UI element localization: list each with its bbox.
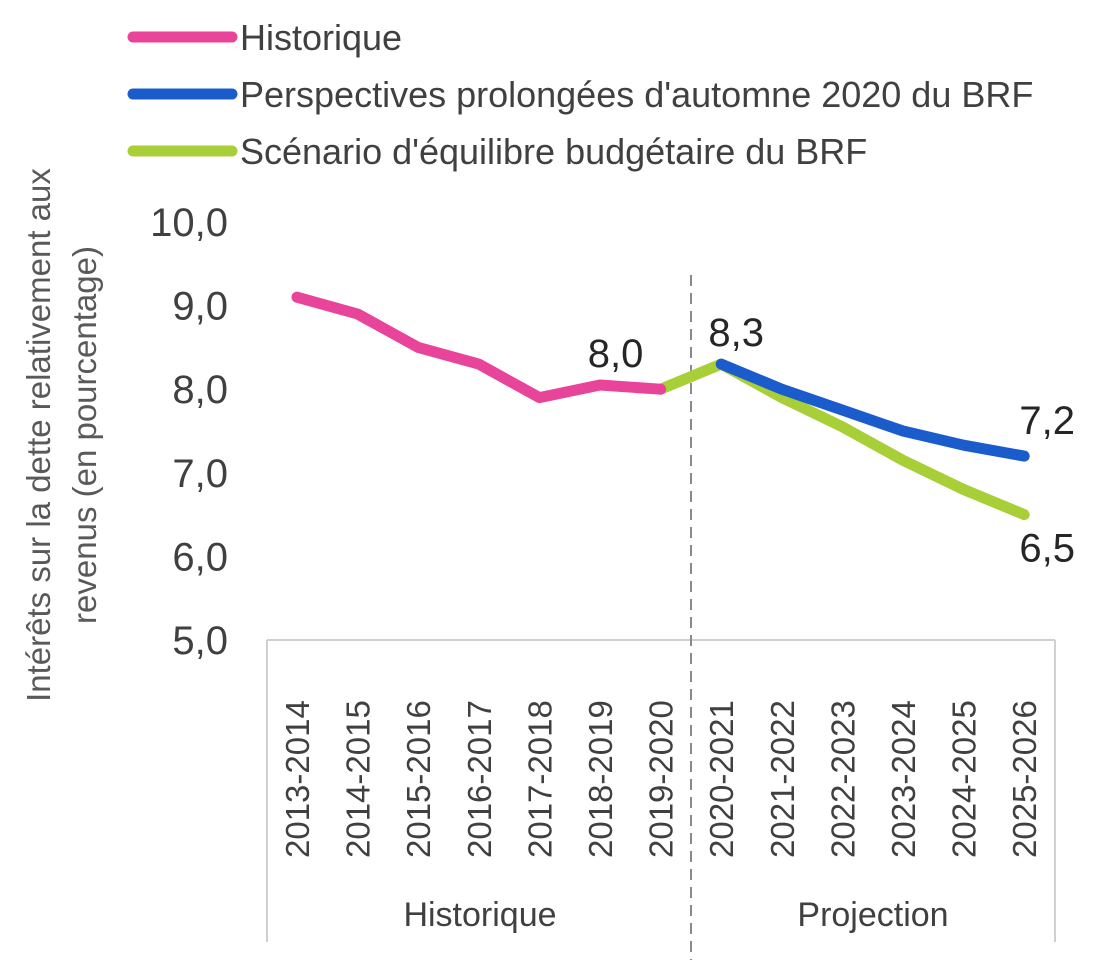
data-label: 6,5 [1019,527,1075,571]
x-tick-label: 2020-2021 [703,700,740,858]
legend-label-1: Perspectives prolongées d'automne 2020 d… [240,74,1033,115]
y-tick-label: 9,0 [172,285,228,329]
x-tick-label: 2019-2020 [643,700,680,858]
x-tick-label: 2024-2025 [946,700,983,858]
y-tick-label: 10,0 [150,201,228,245]
data-label: 7,2 [1019,399,1075,443]
x-tick-label: 2018-2019 [582,700,619,858]
legend: Historique Perspectives prolongées d'auto… [127,17,1033,172]
series-line-0 [291,291,667,404]
x-tick-label: 2015-2016 [400,700,437,858]
x-axis: 2013-2014 2014-2015 2015-2016 2016-2017 2017… [266,275,1056,960]
x-tick-label: 2022-2023 [824,700,861,858]
y-tick-label: 5,0 [172,619,228,663]
data-labels: 8,0 8,3 7,2 6,5 [588,311,1075,570]
data-label: 8,3 [708,311,764,355]
series-line-2 [655,358,1030,521]
y-axis-title: Intérêts sur la dette relativement aux re… [20,168,103,702]
x-tick-label: 2013-2014 [279,700,316,858]
x-tick-label: 2016-2017 [461,700,498,858]
x-group-label-0: Historique [403,896,556,934]
y-axis-ticks: 10,0 9,0 8,0 7,0 6,0 5,0 [150,201,228,663]
series-line-1 [715,358,1030,462]
y-tick-label: 8,0 [172,368,228,412]
y-tick-label: 7,0 [172,452,228,496]
x-tick-label: 2014-2015 [340,700,377,858]
legend-label-0: Historique [240,17,402,58]
y-tick-label: 6,0 [172,535,228,579]
y-axis-title-line-0: Intérêts sur la dette relativement aux [20,168,57,702]
x-tick-label: 2023-2024 [885,700,922,858]
x-tick-label: 2021-2022 [764,700,801,858]
legend-label-2: Scénario d'équilibre budgétaire du BRF [240,131,867,172]
x-tick-label: 2025-2026 [1006,700,1043,858]
y-axis-label: Intérêts sur la dette relativement aux re… [20,168,103,702]
x-tick-label: 2017-2018 [521,700,558,858]
x-group-label-1: Projection [797,896,948,934]
series-lines [291,291,1030,521]
y-axis-title-line-1: revenus (en pourcentage) [66,246,103,624]
data-label: 8,0 [588,332,644,376]
